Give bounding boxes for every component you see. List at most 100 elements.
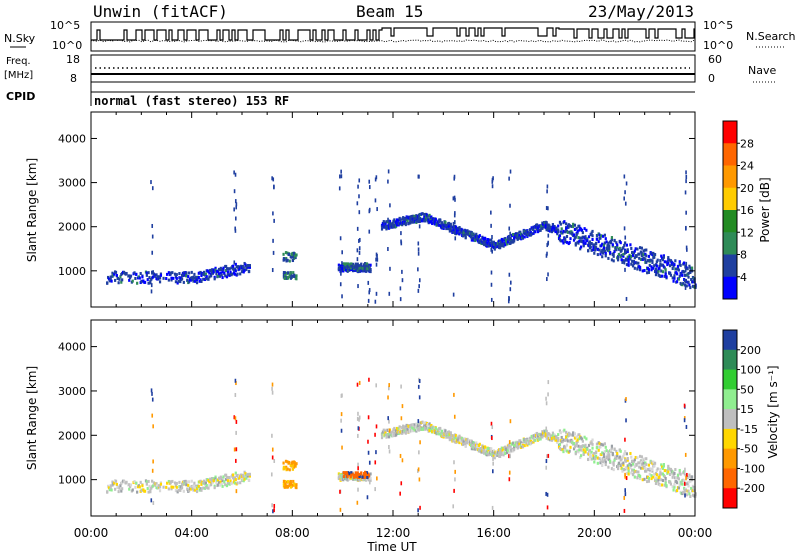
echo-mark: [575, 435, 578, 439]
echo-mark: [424, 217, 427, 221]
echo-mark: [185, 274, 188, 278]
echo-mark: [580, 228, 584, 232]
echo-mark: [627, 260, 630, 264]
echo-mark: [530, 441, 533, 445]
echo-mark: [402, 424, 405, 428]
echo-mark: [284, 485, 288, 489]
echo-mark: [349, 475, 352, 479]
echo-mark: [578, 433, 581, 437]
echo-mark: [565, 227, 568, 231]
echo-mark: [204, 272, 207, 276]
echo-mark: [640, 455, 643, 459]
echo-mark: [683, 479, 686, 483]
echo-mark: [220, 268, 223, 272]
echo-mark: [351, 263, 354, 267]
echo-mark: [636, 247, 639, 251]
echo-mark: [584, 241, 587, 245]
echo-mark: [129, 274, 133, 278]
echo-mark: [650, 477, 653, 481]
echo-mark: [668, 480, 672, 484]
echo-mark: [402, 216, 405, 220]
echo-mark: [627, 472, 630, 476]
echo-mark: [445, 227, 448, 231]
echo-mark: [676, 473, 680, 477]
echo-mark: [453, 460, 455, 465]
echo-mark: [358, 265, 361, 269]
echo-mark: [689, 479, 692, 483]
echo-mark: [158, 489, 162, 493]
echo-mark: [289, 276, 293, 280]
echo-mark: [646, 271, 649, 275]
echo-mark: [286, 275, 289, 279]
echo-mark: [483, 243, 486, 247]
echo-mark: [683, 273, 687, 277]
echo-mark: [650, 265, 653, 269]
echo-mark: [586, 447, 589, 451]
echo-mark: [423, 215, 426, 219]
echo-mark: [375, 424, 378, 429]
echo-mark: [453, 488, 455, 493]
echo-mark: [567, 434, 570, 438]
echo-mark: [686, 247, 688, 252]
echo-mark: [614, 454, 617, 458]
echo-mark: [579, 245, 583, 249]
echo-mark: [118, 277, 121, 281]
echo-mark: [618, 455, 621, 459]
echo-mark: [138, 485, 141, 489]
echo-mark: [625, 452, 628, 456]
echo-mark: [492, 246, 495, 250]
echo-mark: [625, 467, 628, 471]
echo-mark: [350, 473, 353, 477]
echo-mark: [590, 440, 593, 444]
echo-mark: [351, 472, 354, 476]
echo-mark: [592, 245, 595, 249]
echo-mark: [195, 275, 198, 279]
echo-mark: [607, 241, 610, 245]
echo-mark: [176, 490, 179, 494]
echo-mark: [119, 484, 122, 488]
echo-mark: [341, 294, 343, 299]
echo-mark: [635, 254, 638, 258]
echo-mark: [532, 227, 535, 231]
echo-mark: [400, 481, 403, 486]
echo-mark: [226, 479, 229, 483]
echo-mark: [662, 464, 665, 468]
echo-mark: [491, 240, 493, 245]
echo-mark: [594, 450, 598, 454]
echo-mark: [664, 272, 667, 276]
echo-mark: [557, 436, 560, 440]
echo-mark: [599, 461, 602, 465]
echo-mark: [647, 254, 651, 258]
echo-mark: [593, 460, 596, 464]
echo-mark: [509, 236, 512, 240]
echo-mark: [418, 477, 421, 482]
echo-mark: [680, 480, 683, 484]
echo-mark: [630, 463, 633, 467]
echo-mark: [215, 272, 218, 276]
echo-mark: [627, 469, 630, 473]
echo-mark: [642, 253, 645, 257]
echo-mark: [233, 267, 237, 271]
echo-mark: [356, 382, 359, 387]
echo-mark: [594, 246, 598, 250]
nsearch-tick-high: 10^5: [703, 19, 733, 32]
echo-mark: [341, 250, 343, 255]
echo-mark: [655, 264, 658, 268]
echo-mark: [291, 460, 294, 464]
echo-mark: [418, 450, 420, 455]
echo-mark: [234, 378, 237, 383]
echo-mark: [682, 281, 685, 285]
echo-mark: [632, 259, 636, 263]
echo-mark: [630, 455, 633, 459]
echo-mark: [637, 261, 640, 265]
echo-mark: [388, 444, 390, 449]
echo-mark: [458, 232, 461, 236]
echo-mark: [417, 251, 420, 256]
echo-mark: [490, 282, 493, 287]
echo-mark: [147, 271, 150, 275]
echo-mark: [174, 489, 178, 493]
echo-mark: [234, 216, 237, 221]
echo-mark: [639, 459, 643, 463]
echo-mark: [387, 169, 390, 174]
echo-mark: [610, 467, 614, 471]
